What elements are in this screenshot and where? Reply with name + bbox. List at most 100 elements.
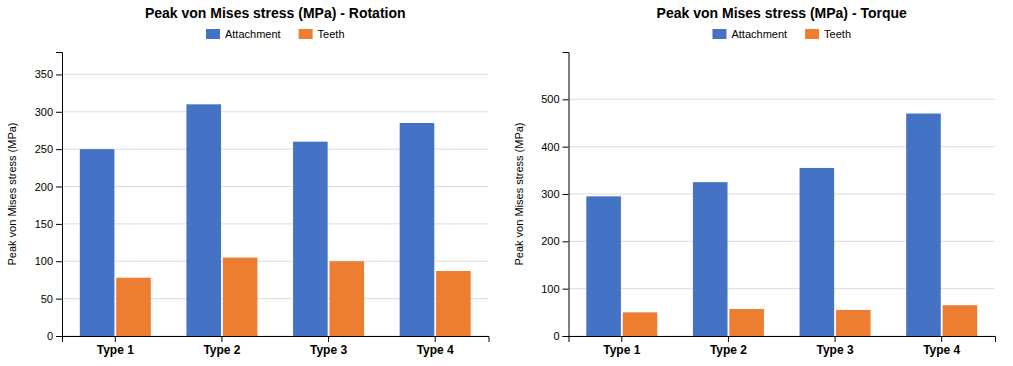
legend-label: Attachment	[225, 28, 281, 40]
bar	[800, 168, 835, 336]
x-tick: Type 2	[203, 336, 240, 357]
y-tick-label: 200	[541, 235, 559, 247]
x-tick-mark	[835, 336, 836, 342]
x-tick: Type 1	[97, 336, 134, 357]
y-tick: 350	[35, 68, 62, 80]
y-tick: 50	[41, 293, 62, 305]
x-tick-label: Type 1	[603, 343, 640, 357]
x-axis: Type 1Type 2Type 3Type 4	[63, 336, 490, 357]
x-tick-mark	[115, 336, 116, 342]
y-tick-mark	[56, 187, 62, 188]
x-tick-mark	[435, 336, 436, 342]
y-tick-mark	[563, 336, 569, 337]
x-tick-label: Type 2	[203, 343, 240, 357]
y-axis: 0 100 200 300 400 500	[541, 53, 569, 343]
x-tick-mark	[728, 336, 729, 342]
x-tick-label: Type 3	[817, 343, 854, 357]
x-tick-mark	[221, 336, 222, 342]
y-tick: 0	[47, 330, 62, 342]
bars	[80, 104, 471, 336]
chart-title: Peak von Mises stress (MPa) - Torque	[657, 5, 907, 21]
legend-label: Teeth	[824, 28, 851, 40]
y-tick: 250	[35, 143, 62, 155]
grid-line	[62, 111, 489, 112]
y-axis-title: Peak von Mises stress (MPa)	[6, 122, 18, 265]
y-tick-mark	[56, 336, 62, 337]
legend-item: Attachment	[206, 28, 281, 40]
x-tick-mark	[941, 336, 942, 342]
figure: Peak von Mises stress (MPa) - Rotation 0 5…	[0, 0, 1013, 366]
bar	[836, 310, 871, 336]
x-tick: Type 4	[923, 336, 960, 357]
y-tick: 200	[35, 181, 62, 193]
y-tick-mark	[563, 194, 569, 195]
plot-area: 050100150200250300350Type 1Type 2Type 3T…	[35, 53, 489, 357]
legend: Attachment Teeth	[206, 28, 345, 40]
y-tick: 300	[541, 188, 568, 200]
y-tick: 100	[541, 283, 568, 295]
bar	[436, 271, 471, 336]
grid-line	[62, 74, 489, 75]
x-tick-mark	[621, 336, 622, 342]
chart: Peak von Mises stress (MPa) - Rotation 0 5…	[6, 5, 489, 357]
x-tick-label: Type 2	[710, 343, 747, 357]
legend-swatch	[206, 29, 220, 39]
x-tick-label: Type 1	[97, 343, 134, 357]
bar-series	[586, 114, 940, 336]
y-tick-label: 400	[541, 141, 559, 153]
y-tick: 0	[553, 330, 568, 342]
chart-title: Peak von Mises stress (MPa) - Rotation	[145, 5, 406, 21]
y-tick-label: 100	[541, 283, 559, 295]
y-tick-mark	[563, 289, 569, 290]
y-tick: 200	[541, 235, 568, 247]
bar	[943, 305, 978, 336]
x-tick-mark	[328, 336, 329, 342]
y-tick-label: 250	[35, 143, 53, 155]
x-tick-label: Type 3	[310, 343, 347, 357]
legend-label: Attachment	[731, 28, 787, 40]
legend: Attachment Teeth	[712, 28, 851, 40]
y-tick-label: 500	[541, 93, 559, 105]
grid	[62, 74, 489, 336]
bar-series	[116, 258, 470, 336]
y-tick: 400	[541, 141, 568, 153]
y-tick-label: 100	[35, 255, 53, 267]
x-axis: Type 1 Type 2 Type 3 Type 4	[569, 336, 996, 357]
y-tick-mark	[563, 241, 569, 242]
y-tick-label: 0	[553, 330, 559, 342]
bar	[223, 258, 258, 336]
legend-label: Teeth	[318, 28, 345, 40]
bar	[729, 309, 764, 336]
y-axis-line	[563, 53, 570, 337]
bar	[400, 123, 435, 336]
bar	[186, 104, 221, 336]
plot-area: 0 100 200 300 400 500 Type 1 Type 2 Type 3 Type 4	[541, 53, 995, 357]
grid	[569, 99, 996, 336]
legend-item: Attachment	[712, 28, 787, 40]
y-tick-mark	[563, 99, 569, 100]
x-axis-line	[569, 337, 996, 343]
y-tick-mark	[56, 224, 62, 225]
chart: Peak von Mises stress (MPa) - Torque 0 100…	[513, 5, 996, 357]
bar	[623, 312, 658, 336]
x-tick: Type 3	[310, 336, 347, 357]
x-tick: Type 1	[603, 336, 640, 357]
bar-series	[80, 104, 434, 336]
y-tick-mark	[56, 261, 62, 262]
y-tick-mark	[56, 149, 62, 150]
y-tick-label: 200	[35, 181, 53, 193]
legend-item: Teeth	[805, 28, 851, 40]
legend-swatch	[805, 29, 819, 39]
y-tick-label: 0	[47, 330, 53, 342]
y-axis: 050100150200250300350	[35, 53, 63, 343]
y-tick-label: 50	[41, 293, 53, 305]
y-axis-line	[56, 53, 63, 337]
legend-item: Teeth	[299, 28, 345, 40]
y-tick-mark	[56, 112, 62, 113]
x-axis-line	[63, 337, 490, 343]
x-tick: Type 2	[710, 336, 747, 357]
y-tick-label: 350	[35, 68, 53, 80]
y-tick-mark	[56, 299, 62, 300]
bar	[693, 182, 728, 336]
bar	[586, 196, 621, 336]
